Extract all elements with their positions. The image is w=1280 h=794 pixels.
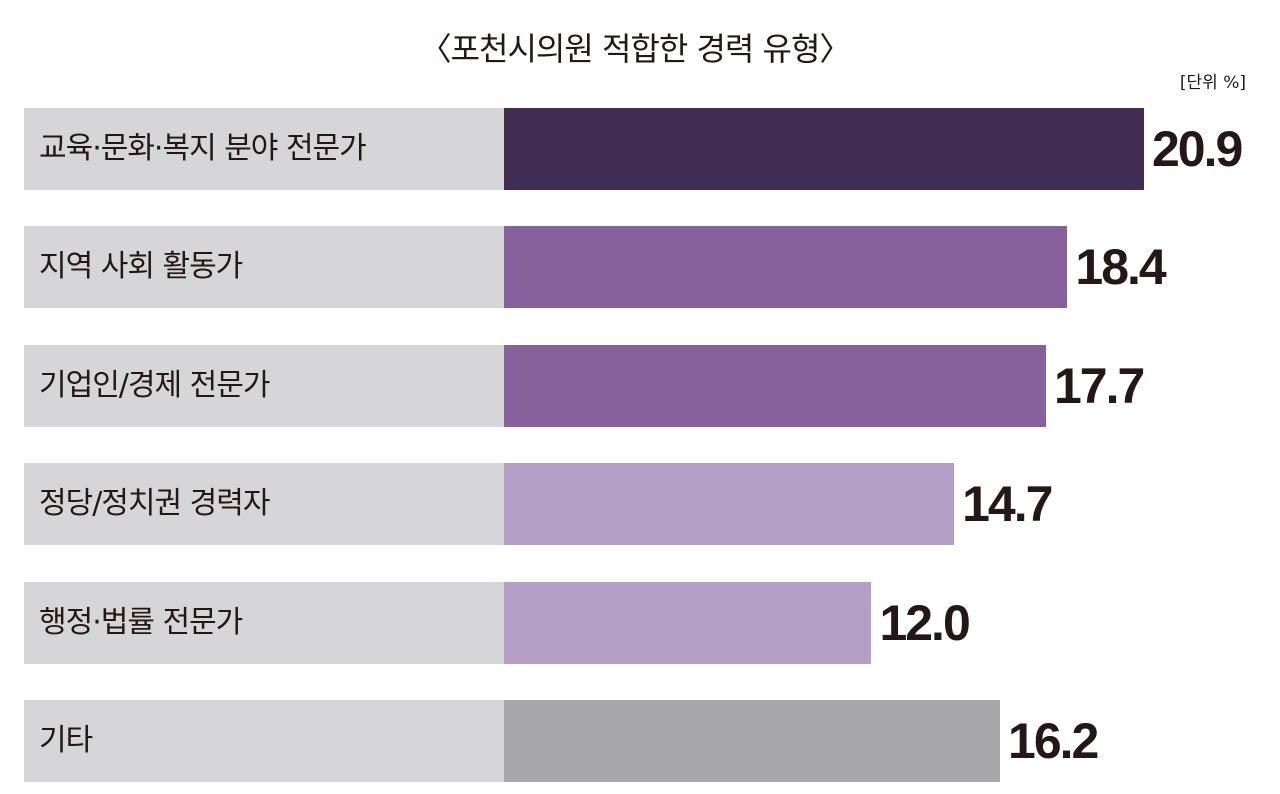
bar-row: 교육·문화·복지 분야 전문가 20.9 [24, 108, 1264, 190]
chart-title: 〈포천시의원 적합한 경력 유형〉 [419, 30, 852, 68]
bar-row: 기업인/경제 전문가 17.7 [24, 344, 1264, 427]
category-label-background [24, 700, 504, 782]
category-label: 교육·문화·복지 분야 전문가 [39, 131, 367, 166]
category-label-background [24, 344, 504, 427]
value-label: 18.4 [1075, 239, 1166, 296]
value-label: 14.7 [962, 476, 1053, 533]
bar-row: 정당/정치권 경력자 14.7 [24, 463, 1264, 546]
category-label-background [24, 108, 504, 190]
value-label: 12.0 [879, 594, 970, 651]
category-label: 기타 [39, 723, 93, 758]
bar [504, 700, 1001, 782]
bar [504, 344, 1046, 427]
bar [504, 226, 1068, 309]
bar [504, 108, 1144, 190]
category-label: 지역 사회 활동가 [39, 249, 243, 285]
category-label: 정당/정치권 경력자 [39, 486, 270, 522]
bar-row: 기타 16.2 [24, 700, 1264, 782]
category-label-background [24, 463, 504, 546]
category-label-background [24, 226, 504, 309]
value-label: 17.7 [1053, 357, 1145, 414]
bar [504, 463, 955, 546]
category-label: 기업인/경제 전문가 [39, 367, 270, 403]
bar-row: 행정·법률 전문가 12.0 [24, 581, 1264, 664]
category-label-background [24, 581, 504, 664]
bar-row: 지역 사회 활동가 18.4 [24, 226, 1264, 309]
category-label: 행정·법률 전문가 [39, 604, 243, 640]
bar [504, 581, 872, 664]
value-label: 16.2 [1008, 713, 1099, 769]
value-label: 20.9 [1151, 121, 1243, 177]
unit-label: [단위 %] [1179, 73, 1246, 93]
